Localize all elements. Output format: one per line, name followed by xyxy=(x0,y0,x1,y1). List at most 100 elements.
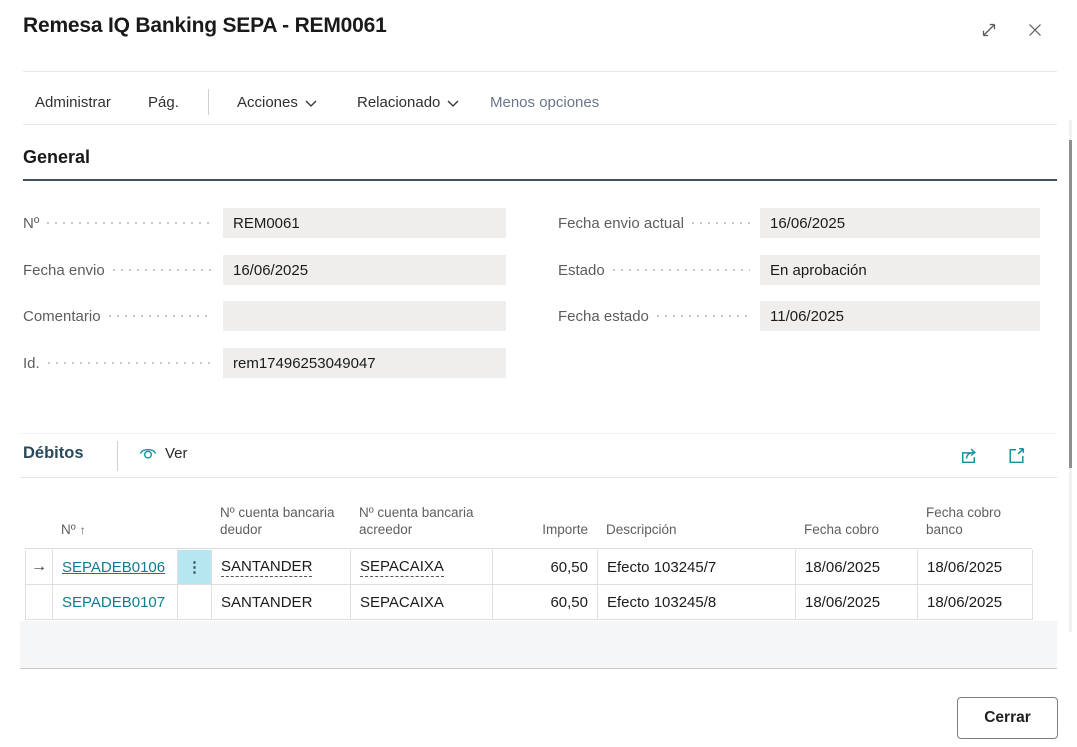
row-menu-cell xyxy=(178,585,212,620)
menu-menos-opciones-label: Menos opciones xyxy=(490,93,600,111)
vertical-ellipsis-icon: ⋮ xyxy=(187,559,202,576)
field-no-label: Nº xyxy=(23,214,40,232)
cell-fecha-cobro[interactable]: 18/06/2025 xyxy=(796,550,918,585)
leader-dots xyxy=(691,222,750,224)
expand-window-button[interactable] xyxy=(976,17,1002,43)
cell-acreedor-value: SEPACAIXA xyxy=(360,557,444,577)
menu-relacionado-label: Relacionado xyxy=(357,93,441,111)
cell-acreedor[interactable]: SEPACAIXA xyxy=(351,585,493,620)
sort-ascending-icon: ↑ xyxy=(79,523,86,538)
vertical-scrollbar-thumb[interactable] xyxy=(1069,140,1072,468)
cell-acreedor[interactable]: SEPACAIXA xyxy=(351,550,493,585)
view-action-label: Ver xyxy=(165,444,188,462)
field-fecha-estado-label: Fecha estado xyxy=(558,307,649,325)
field-fecha-estado: Fecha estado 11/06/2025 xyxy=(558,301,1040,331)
menu-acciones-label: Acciones xyxy=(237,93,298,111)
part-top-divider xyxy=(20,433,1057,434)
record-link[interactable]: SEPADEB0107 xyxy=(62,593,166,611)
table-empty-area xyxy=(20,621,1057,669)
leader-dots xyxy=(47,222,213,224)
column-header-row-indicator xyxy=(25,478,52,548)
column-header-importe[interactable]: Importe xyxy=(542,522,588,538)
row-menu-button[interactable]: ⋮ xyxy=(178,550,212,585)
field-fecha-envio-actual: Fecha envio actual 16/06/2025 xyxy=(558,208,1040,238)
column-header-descripcion[interactable]: Descripción xyxy=(606,522,677,538)
column-header-no[interactable]: Nº ↑ xyxy=(52,478,177,548)
menu-administrar-label: Administrar xyxy=(35,93,111,111)
cell-deudor[interactable]: SANTANDER xyxy=(212,585,351,620)
actionbar-bottom-divider xyxy=(23,124,1057,125)
part-title-debitos[interactable]: Débitos xyxy=(23,444,84,462)
field-fecha-envio: Fecha envio 16/06/2025 xyxy=(23,255,506,285)
close-icon xyxy=(1026,21,1044,39)
cell-fecha-cobro-banco[interactable]: 18/06/2025 xyxy=(918,585,1033,620)
field-comentario-input[interactable] xyxy=(223,301,506,331)
menu-pag-label: Pág. xyxy=(148,93,179,111)
chevron-down-icon xyxy=(305,100,317,107)
leader-dots xyxy=(108,315,213,317)
field-no-input[interactable]: REM0061 xyxy=(223,208,506,238)
row-indicator xyxy=(26,585,53,620)
part-header-divider xyxy=(20,477,1057,478)
field-fecha-envio-actual-label: Fecha envio actual xyxy=(558,214,684,232)
leader-dots xyxy=(47,362,213,364)
column-header-fecha-cobro[interactable]: Fecha cobro xyxy=(804,522,880,538)
record-link[interactable]: SEPADEB0106 xyxy=(62,558,166,576)
cell-fecha-cobro-banco[interactable]: 18/06/2025 xyxy=(918,550,1033,585)
active-row-indicator: → xyxy=(26,550,53,585)
view-action-button[interactable]: Ver xyxy=(138,443,188,463)
share-button[interactable] xyxy=(956,443,980,467)
field-estado-input[interactable]: En aprobación xyxy=(760,255,1040,285)
cell-descripcion[interactable]: Efecto 103245/8 xyxy=(598,585,796,620)
field-id: Id. rem17496253049047 xyxy=(23,348,506,378)
field-comentario-label: Comentario xyxy=(23,307,101,325)
menu-administrar[interactable]: Administrar xyxy=(35,90,111,114)
menu-relacionado[interactable]: Relacionado xyxy=(357,90,459,114)
debitos-table-header: Nº ↑ Nº cuenta bancaria deudor Nº cuenta… xyxy=(25,478,1032,549)
chevron-down-icon xyxy=(447,100,459,107)
section-underline xyxy=(23,179,1057,181)
page-title: Remesa IQ Banking SEPA - REM0061 xyxy=(23,14,387,37)
titlebar-divider xyxy=(23,71,1057,72)
cell-importe[interactable]: 60,50 xyxy=(493,585,598,620)
table-row: → SEPADEB0106 ⋮ SANTANDER SEPACAIXA 60,5… xyxy=(25,550,1033,585)
eye-view-icon xyxy=(138,443,158,463)
field-estado: Estado En aprobación xyxy=(558,255,1040,285)
cell-deudor-value: SANTANDER xyxy=(221,557,313,577)
field-fecha-envio-input[interactable]: 16/06/2025 xyxy=(223,255,506,285)
leader-dots xyxy=(112,269,213,271)
field-id-input[interactable]: rem17496253049047 xyxy=(223,348,506,378)
cell-deudor[interactable]: SANTANDER xyxy=(212,550,351,585)
field-comentario: Comentario xyxy=(23,301,506,331)
section-title-general[interactable]: General xyxy=(23,147,91,167)
column-header-row-menu xyxy=(177,478,211,548)
table-row: SEPADEB0107 SANTANDER SEPACAIXA 60,50 Ef… xyxy=(25,585,1033,620)
field-fecha-envio-label: Fecha envio xyxy=(23,261,105,279)
field-estado-label: Estado xyxy=(558,261,605,279)
menu-acciones[interactable]: Acciones xyxy=(237,90,317,114)
column-header-fecha-cobro-banco[interactable]: Fecha cobro banco xyxy=(926,504,1002,538)
column-header-deudor[interactable]: Nº cuenta bancaria deudor xyxy=(220,504,335,538)
menu-pag[interactable]: Pág. xyxy=(148,90,179,114)
leader-dots xyxy=(656,315,750,317)
field-id-label: Id. xyxy=(23,354,40,372)
field-no: Nº REM0061 xyxy=(23,208,506,238)
field-fecha-estado-input[interactable]: 11/06/2025 xyxy=(760,301,1040,331)
cell-no[interactable]: SEPADEB0107 xyxy=(53,585,178,620)
cell-importe[interactable]: 60,50 xyxy=(493,550,598,585)
cell-fecha-cobro[interactable]: 18/06/2025 xyxy=(796,585,918,620)
column-header-acreedor[interactable]: Nº cuenta bancaria acreedor xyxy=(359,504,474,538)
open-in-new-window-button[interactable] xyxy=(1004,443,1028,467)
menu-menos-opciones[interactable]: Menos opciones xyxy=(490,90,599,114)
field-fecha-envio-actual-input[interactable]: 16/06/2025 xyxy=(760,208,1040,238)
close-button[interactable]: Cerrar xyxy=(957,697,1058,739)
active-row-arrow-icon: → xyxy=(31,558,47,575)
cell-descripcion[interactable]: Efecto 103245/7 xyxy=(598,550,796,585)
column-header-no-label: Nº xyxy=(61,522,76,538)
open-in-new-window-icon xyxy=(1006,445,1027,466)
leader-dots xyxy=(612,269,750,271)
actionbar-divider xyxy=(208,89,209,115)
cell-no[interactable]: SEPADEB0106 xyxy=(53,550,178,585)
close-window-button[interactable] xyxy=(1022,17,1048,43)
share-icon xyxy=(958,445,979,466)
